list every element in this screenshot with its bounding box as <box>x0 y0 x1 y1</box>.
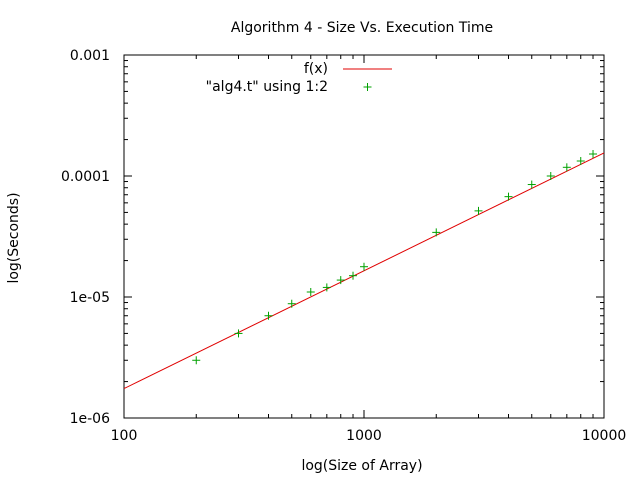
x-tick-label: 1000 <box>346 428 382 444</box>
data-point-marker <box>287 299 296 308</box>
data-point-marker <box>576 157 585 166</box>
data-point-marker <box>546 172 555 180</box>
data-point-marker <box>306 287 315 296</box>
data-point-marker <box>349 271 358 280</box>
data-point-marker <box>474 206 483 215</box>
legend-marker-sample <box>363 83 372 91</box>
data-point-marker <box>504 192 513 201</box>
data-point-marker <box>360 262 368 271</box>
data-point-marker <box>336 276 345 285</box>
y-tick-label: 1e-06 <box>70 411 110 427</box>
x-tick-label: 100 <box>111 428 138 444</box>
data-point-marker <box>589 149 598 158</box>
y-axis-title: log(Seconds) <box>6 192 22 283</box>
data-point-marker <box>322 283 331 292</box>
fit-line-fx <box>123 152 605 390</box>
axis-ticks: 100 1000 10000 1e-06 1e-05 0.0001 0.001 <box>61 48 626 444</box>
x-axis-title: log(Size of Array) <box>301 458 422 474</box>
y-tick-label: 0.0001 <box>61 169 110 185</box>
legend: f(x) "alg4.t" using 1:2 <box>206 61 392 95</box>
legend-label: "alg4.t" using 1:2 <box>206 79 328 95</box>
data-point-marker <box>562 163 571 172</box>
chart-title: Algorithm 4 - Size Vs. Execution Time <box>231 20 493 36</box>
y-tick-label: 0.001 <box>70 48 110 64</box>
x-tick-label: 10000 <box>582 428 627 444</box>
legend-label: f(x) <box>304 61 328 77</box>
data-point-marker <box>264 311 273 320</box>
data-point-marker <box>432 228 441 237</box>
data-point-marker <box>234 329 243 338</box>
data-point-marker <box>192 356 201 365</box>
plot-series <box>123 149 605 390</box>
data-point-marker <box>527 180 536 189</box>
y-tick-label: 1e-05 <box>70 290 110 306</box>
